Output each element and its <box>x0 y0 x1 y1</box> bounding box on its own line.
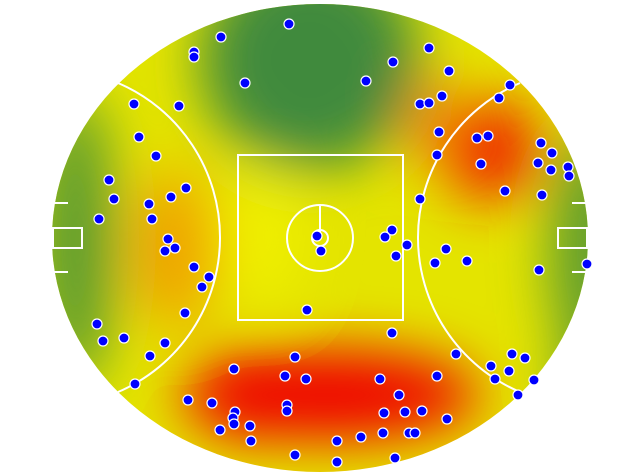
data-point <box>533 264 545 276</box>
data-point <box>179 307 191 319</box>
data-point <box>431 149 443 161</box>
data-point <box>386 224 398 236</box>
data-point <box>493 92 505 104</box>
data-point <box>393 389 405 401</box>
data-point <box>581 258 593 270</box>
data-point <box>461 255 473 267</box>
data-point <box>203 271 215 283</box>
data-point <box>374 373 386 385</box>
data-point <box>159 337 171 349</box>
data-point <box>436 90 448 102</box>
data-point <box>485 360 497 372</box>
data-point <box>536 189 548 201</box>
data-point <box>143 198 155 210</box>
data-point <box>206 397 218 409</box>
data-point <box>228 363 240 375</box>
data-point <box>546 147 558 159</box>
data-point <box>289 449 301 461</box>
data-point <box>532 157 544 169</box>
data-point <box>150 150 162 162</box>
data-point <box>165 191 177 203</box>
data-point <box>506 348 518 360</box>
data-point <box>499 185 511 197</box>
data-point <box>300 373 312 385</box>
data-point <box>386 327 398 339</box>
data-point <box>128 98 140 110</box>
data-point <box>379 231 391 243</box>
data-point <box>441 413 453 425</box>
data-point <box>528 374 540 386</box>
data-point <box>214 424 226 436</box>
data-point <box>281 405 293 417</box>
data-point <box>360 75 372 87</box>
data-point <box>512 389 524 401</box>
data-point <box>387 56 399 68</box>
data-point <box>182 394 194 406</box>
data-point <box>311 230 323 242</box>
data-point <box>331 435 343 447</box>
data-point <box>399 406 411 418</box>
data-point <box>133 131 145 143</box>
data-point <box>196 281 208 293</box>
data-point <box>423 97 435 109</box>
data-point <box>423 42 435 54</box>
data-point <box>279 370 291 382</box>
data-point <box>188 51 200 63</box>
data-point <box>377 427 389 439</box>
data-point <box>283 18 295 30</box>
data-point <box>169 242 181 254</box>
data-point <box>535 137 547 149</box>
data-point <box>315 245 327 257</box>
data-point <box>416 405 428 417</box>
data-point <box>378 407 390 419</box>
data-point <box>180 182 192 194</box>
data-point <box>239 77 251 89</box>
data-point <box>144 350 156 362</box>
data-point <box>409 427 421 439</box>
field-markings <box>52 82 588 393</box>
data-point <box>389 452 401 464</box>
data-point <box>97 335 109 347</box>
data-point <box>440 243 452 255</box>
data-point <box>118 332 130 344</box>
data-point <box>443 65 455 77</box>
data-point <box>503 365 515 377</box>
data-point <box>162 233 174 245</box>
data-point <box>215 31 227 43</box>
data-point <box>450 348 462 360</box>
data-point <box>482 130 494 142</box>
data-point <box>228 418 240 430</box>
data-point <box>489 373 501 385</box>
data-point <box>93 213 105 225</box>
data-point <box>504 79 516 91</box>
data-point <box>429 257 441 269</box>
data-point <box>91 318 103 330</box>
data-point <box>471 132 483 144</box>
data-point <box>129 378 141 390</box>
data-point <box>289 351 301 363</box>
data-point <box>401 239 413 251</box>
data-point <box>519 352 531 364</box>
data-point <box>108 193 120 205</box>
data-point <box>390 250 402 262</box>
data-point <box>414 193 426 205</box>
data-point <box>188 261 200 273</box>
data-point <box>173 100 185 112</box>
data-point <box>545 164 557 176</box>
data-point <box>433 126 445 138</box>
data-point <box>563 170 575 182</box>
data-point <box>245 435 257 447</box>
data-point <box>103 174 115 186</box>
data-point <box>431 370 443 382</box>
data-point <box>301 304 313 316</box>
data-point <box>331 456 343 468</box>
data-point <box>159 245 171 257</box>
data-point <box>475 158 487 170</box>
data-point <box>355 431 367 443</box>
data-point <box>146 213 158 225</box>
data-point <box>244 420 256 432</box>
